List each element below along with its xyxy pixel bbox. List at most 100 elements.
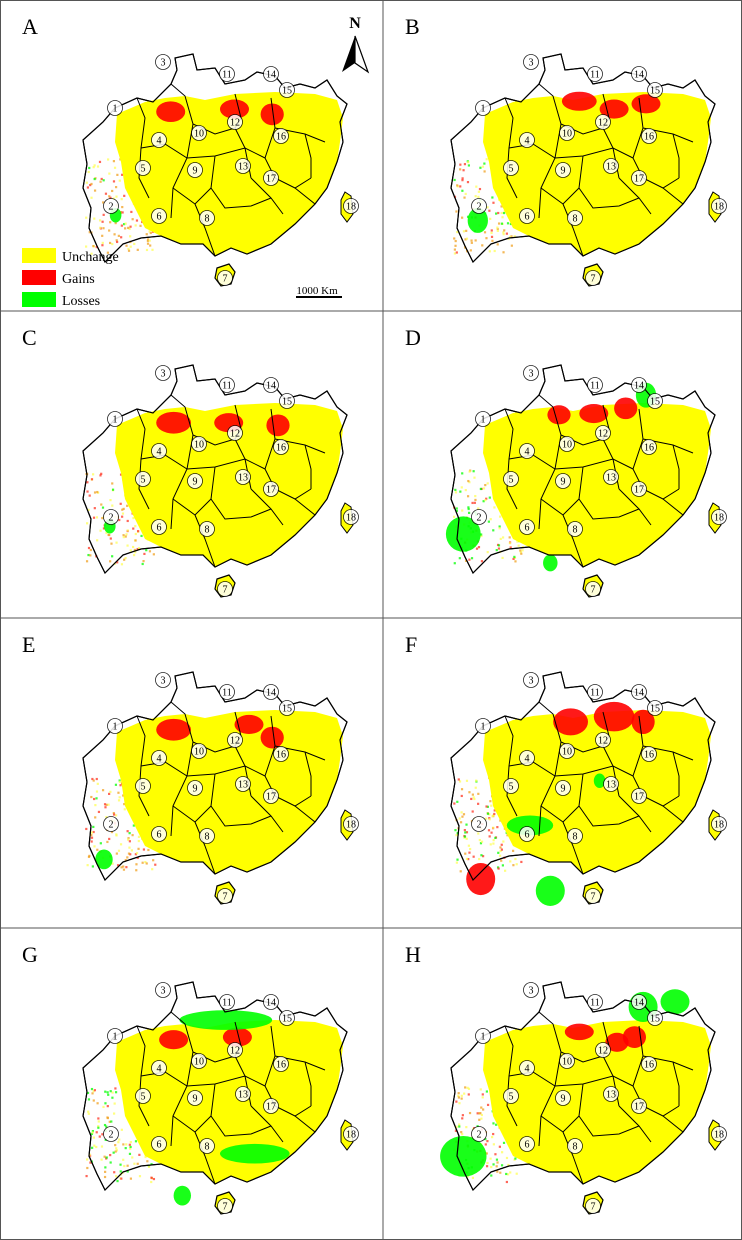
province-border bbox=[170, 434, 194, 530]
region-number: 9 bbox=[193, 166, 198, 177]
speckle bbox=[459, 163, 462, 166]
region-label-15: 15 bbox=[279, 700, 295, 716]
region-label-17: 17 bbox=[263, 1098, 279, 1114]
speckle bbox=[89, 548, 92, 552]
speckle bbox=[490, 804, 493, 807]
region-label-2: 2 bbox=[103, 1126, 119, 1142]
speckle bbox=[108, 172, 111, 175]
speckle bbox=[102, 227, 105, 230]
panel-letter: A bbox=[22, 14, 38, 39]
speckle bbox=[123, 1164, 126, 1168]
region-label-15: 15 bbox=[279, 82, 295, 98]
speckle bbox=[98, 1135, 101, 1138]
region-number: 8 bbox=[573, 525, 578, 536]
speckle bbox=[111, 862, 114, 865]
region-number: 2 bbox=[477, 202, 482, 213]
province-border bbox=[578, 1083, 640, 1137]
speckle bbox=[454, 488, 457, 492]
speckle bbox=[477, 195, 480, 199]
speckle bbox=[478, 857, 481, 861]
loss-patch bbox=[179, 1010, 273, 1030]
speckle bbox=[110, 830, 114, 834]
region-number: 7 bbox=[223, 1202, 228, 1213]
region-label-7: 7 bbox=[217, 270, 233, 286]
speckle bbox=[480, 1106, 483, 1109]
speckle bbox=[94, 804, 97, 807]
speckle bbox=[459, 490, 462, 493]
province-border bbox=[562, 821, 584, 875]
speckle bbox=[106, 840, 109, 844]
speckle bbox=[95, 790, 99, 793]
speckle bbox=[485, 1165, 489, 1168]
speckle bbox=[101, 241, 104, 244]
speckle bbox=[116, 561, 119, 564]
speckle bbox=[137, 847, 140, 850]
region-label-11: 11 bbox=[219, 994, 235, 1010]
speckle bbox=[112, 1151, 115, 1154]
speckle bbox=[500, 848, 504, 851]
region-number: 9 bbox=[561, 477, 566, 488]
region-number: 4 bbox=[525, 136, 530, 147]
region-label-11: 11 bbox=[219, 684, 235, 700]
region-label-14: 14 bbox=[631, 684, 647, 700]
province-border bbox=[264, 408, 312, 500]
speckle bbox=[463, 163, 467, 166]
speckle bbox=[92, 830, 95, 834]
region-number: 9 bbox=[193, 1094, 198, 1105]
speckle bbox=[519, 549, 522, 552]
speckle bbox=[92, 244, 95, 248]
region-label-1: 1 bbox=[475, 100, 491, 116]
speckle bbox=[500, 205, 503, 208]
province-border bbox=[250, 1105, 284, 1143]
loss-patch bbox=[440, 1135, 487, 1177]
speckle bbox=[509, 860, 512, 863]
speckle bbox=[88, 166, 91, 170]
province-border bbox=[632, 1025, 680, 1117]
region-number: 16 bbox=[276, 750, 286, 761]
province-border bbox=[562, 203, 584, 257]
speckle bbox=[87, 546, 91, 550]
region-label-9: 9 bbox=[187, 162, 203, 178]
speckle bbox=[116, 864, 120, 867]
province-border bbox=[618, 1105, 652, 1143]
speckle bbox=[471, 793, 474, 796]
region-number: 5 bbox=[509, 164, 514, 175]
region-number: 8 bbox=[573, 1142, 578, 1153]
speckle bbox=[488, 817, 491, 820]
speckle bbox=[97, 1125, 100, 1128]
speckle bbox=[111, 189, 114, 193]
speckle bbox=[106, 251, 110, 254]
speckle bbox=[506, 222, 510, 225]
region-label-12: 12 bbox=[595, 425, 611, 441]
map-annotations: N Unchange Gains Losses 1000 Km bbox=[22, 15, 370, 309]
speckle bbox=[492, 1132, 495, 1136]
speckle bbox=[514, 1157, 517, 1160]
loss-patch bbox=[660, 989, 690, 1015]
speckle bbox=[517, 544, 520, 547]
speckle bbox=[89, 183, 92, 187]
province-border bbox=[264, 97, 312, 189]
region-number: 13 bbox=[238, 473, 248, 484]
speckle bbox=[109, 560, 112, 563]
speckle bbox=[134, 853, 137, 856]
speckle bbox=[484, 1143, 487, 1146]
speckle bbox=[86, 1091, 90, 1095]
speckle bbox=[101, 244, 104, 247]
speckle bbox=[505, 1156, 509, 1160]
speckle bbox=[465, 779, 469, 782]
region-label-8: 8 bbox=[199, 210, 215, 226]
speckle bbox=[135, 869, 138, 872]
speckle bbox=[480, 854, 483, 857]
speckle bbox=[460, 794, 463, 798]
speckle bbox=[128, 1143, 131, 1146]
region-label-8: 8 bbox=[567, 521, 583, 537]
region-label-18: 18 bbox=[343, 509, 359, 525]
speckle bbox=[137, 839, 140, 843]
speckle bbox=[453, 802, 456, 805]
province-border bbox=[632, 715, 680, 807]
region-label-14: 14 bbox=[631, 994, 647, 1010]
speckle bbox=[464, 1086, 467, 1089]
speckle bbox=[472, 796, 475, 799]
speckle bbox=[101, 234, 104, 237]
region-number: 17 bbox=[266, 174, 276, 185]
